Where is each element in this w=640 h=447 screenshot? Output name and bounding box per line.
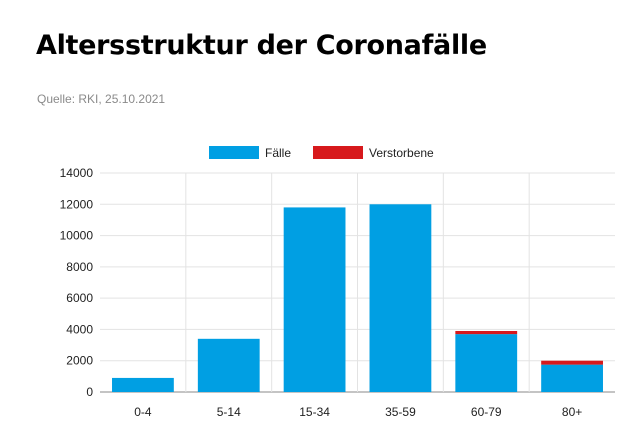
x-tick-label: 80+ <box>562 405 582 419</box>
y-tick-label: 6000 <box>66 291 93 305</box>
bar-cases <box>197 338 260 392</box>
legend-cases-label: Fälle <box>265 146 291 160</box>
bar-cases <box>369 204 432 392</box>
legend-cases-swatch <box>209 146 259 159</box>
bar-cases <box>283 207 346 392</box>
x-tick-label: 60-79 <box>471 405 502 419</box>
x-tick-label: 15-34 <box>299 405 330 419</box>
y-tick-label: 2000 <box>66 354 93 368</box>
bar-cases <box>541 364 603 392</box>
bar-deaths <box>541 360 603 365</box>
bar-deaths <box>455 330 518 335</box>
bar-cases <box>455 334 518 392</box>
y-tick-label: 10000 <box>60 229 94 243</box>
y-tick-label: 14000 <box>60 166 94 180</box>
x-tick-label: 35-59 <box>385 405 416 419</box>
y-tick-label: 4000 <box>66 322 93 336</box>
bar-cases <box>112 377 174 392</box>
y-tick-label: 8000 <box>66 260 93 274</box>
x-tick-label: 0-4 <box>134 405 152 419</box>
legend-deaths-label: Verstorbene <box>369 146 434 160</box>
y-tick-label: 12000 <box>60 197 94 211</box>
y-tick-label: 0 <box>86 385 93 399</box>
legend-deaths-swatch <box>313 146 363 159</box>
x-tick-label: 5-14 <box>217 405 241 419</box>
chart-source: Quelle: RKI, 25.10.2021 <box>37 92 166 106</box>
chart-title: Altersstruktur der Coronafälle <box>36 30 487 61</box>
